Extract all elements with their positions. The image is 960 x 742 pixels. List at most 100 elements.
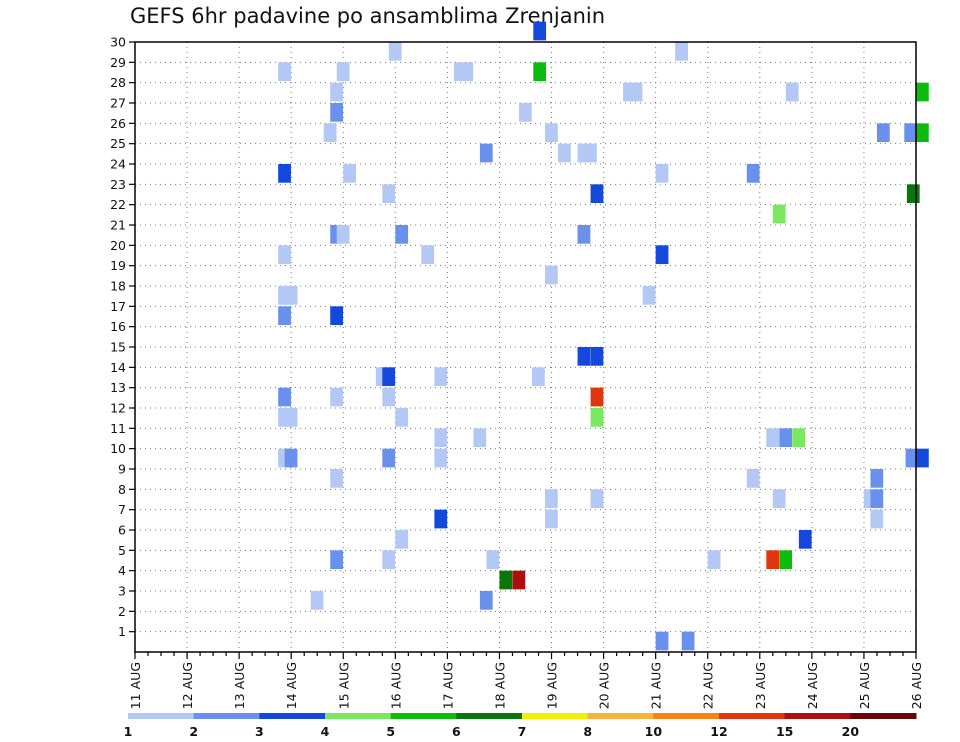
x-tick-label: 13 AUG <box>232 662 247 709</box>
precip-cell <box>330 387 344 407</box>
precip-cell <box>906 184 920 204</box>
y-tick-label: 10 <box>110 441 126 456</box>
precip-cell <box>310 591 324 610</box>
x-tick-label: 14 AUG <box>284 662 299 709</box>
y-tick-label: 8 <box>118 482 126 497</box>
precip-cell <box>545 509 558 529</box>
colorbar-segment <box>719 713 786 719</box>
x-tick-label: 15 AUG <box>336 662 351 709</box>
y-tick-label: 7 <box>118 502 126 517</box>
precip-cell <box>330 306 344 326</box>
colorbar-label: 6 <box>452 724 461 739</box>
precip-cell <box>434 509 448 529</box>
colorbar-label: 3 <box>255 724 264 739</box>
y-tick-label: 26 <box>110 116 126 131</box>
precip-cell <box>395 530 409 549</box>
precip-cell <box>330 469 344 488</box>
precip-cell <box>336 62 350 82</box>
precip-cell <box>518 103 532 122</box>
precip-cell <box>533 21 547 41</box>
y-tick-label: 12 <box>110 401 126 416</box>
y-tick-label: 20 <box>110 238 126 253</box>
y-tick-label: 22 <box>110 197 126 212</box>
y-tick-label: 25 <box>110 136 126 151</box>
colorbar-label: 12 <box>710 724 727 739</box>
x-tick-label: 24 AUG <box>805 662 820 709</box>
precip-cell <box>590 347 604 366</box>
precip-cell <box>746 164 760 183</box>
precip-cell <box>785 82 799 102</box>
y-tick-label: 5 <box>118 543 126 558</box>
precip-cell <box>343 164 357 183</box>
precip-cell <box>486 550 500 570</box>
precip-cell <box>434 367 448 387</box>
colorbar-segment <box>193 713 260 719</box>
precip-cell <box>479 143 493 163</box>
precip-cell <box>577 347 591 366</box>
y-tick-label: 18 <box>110 279 126 294</box>
y-tick-label: 9 <box>118 462 126 477</box>
precip-cell <box>642 286 656 305</box>
colorbar-label: 10 <box>645 724 663 739</box>
precip-cell <box>779 428 793 448</box>
precip-cell <box>766 428 780 448</box>
x-tick-label: 17 AUG <box>440 662 455 709</box>
precip-cell <box>473 428 487 448</box>
precip-cell <box>330 82 344 102</box>
x-tick-label: 22 AUG <box>701 662 716 709</box>
colorbar-segment <box>587 713 654 719</box>
precip-cell <box>532 367 545 387</box>
colorbar-segment <box>653 713 720 719</box>
precip-cell <box>533 62 547 82</box>
precip-cell <box>577 225 591 244</box>
precip-cell <box>675 42 688 61</box>
precip-cell <box>278 62 291 82</box>
colorbar-segment <box>850 713 917 719</box>
precip-cell <box>584 143 597 163</box>
colorbar-segment <box>784 713 851 719</box>
precip-cell <box>916 448 929 468</box>
x-tick-label: 21 AUG <box>649 662 664 709</box>
precip-cell <box>284 448 298 468</box>
y-tick-label: 4 <box>118 563 126 578</box>
x-tick-label: 11 AUG <box>128 662 143 709</box>
y-tick-label: 23 <box>110 177 126 192</box>
y-tick-label: 21 <box>110 218 126 233</box>
precip-cell <box>905 448 919 468</box>
colorbar-segment <box>259 713 326 719</box>
precip-cell <box>382 184 396 204</box>
precip-cell <box>746 469 760 488</box>
chart-title: GEFS 6hr padavine po ansamblima Zrenjani… <box>130 4 606 28</box>
colorbar-label: 4 <box>321 724 330 739</box>
y-tick-label: 3 <box>118 584 126 599</box>
x-tick-label: 23 AUG <box>753 662 768 709</box>
precip-cell <box>434 448 448 468</box>
y-tick-label: 2 <box>118 604 126 619</box>
colorbar-label: 8 <box>583 724 592 739</box>
precip-cell <box>330 103 344 122</box>
precip-cell <box>558 143 571 163</box>
colorbar-label: 1 <box>124 724 133 739</box>
colorbar-label: 5 <box>386 724 395 739</box>
x-tick-label: 25 AUG <box>857 662 872 709</box>
precip-cell <box>590 408 604 427</box>
precip-cell <box>545 123 558 143</box>
precip-cell <box>336 225 350 244</box>
precip-cell <box>870 509 884 529</box>
precip-cell <box>904 123 918 143</box>
y-tick-label: 17 <box>110 299 126 314</box>
precip-cell <box>284 286 298 305</box>
colorbar-segment <box>390 713 457 719</box>
x-tick-label: 12 AUG <box>180 662 195 709</box>
precip-cell <box>772 489 786 509</box>
precip-cell <box>278 245 291 265</box>
y-tick-label: 6 <box>118 523 126 538</box>
precip-cell <box>772 204 786 224</box>
precip-cell <box>278 306 291 326</box>
precip-cell <box>870 489 884 509</box>
precip-cell <box>681 631 695 651</box>
precip-cell <box>434 428 448 448</box>
y-tick-label: 29 <box>110 55 126 70</box>
precip-cell <box>655 245 669 265</box>
precip-cell <box>382 448 396 468</box>
